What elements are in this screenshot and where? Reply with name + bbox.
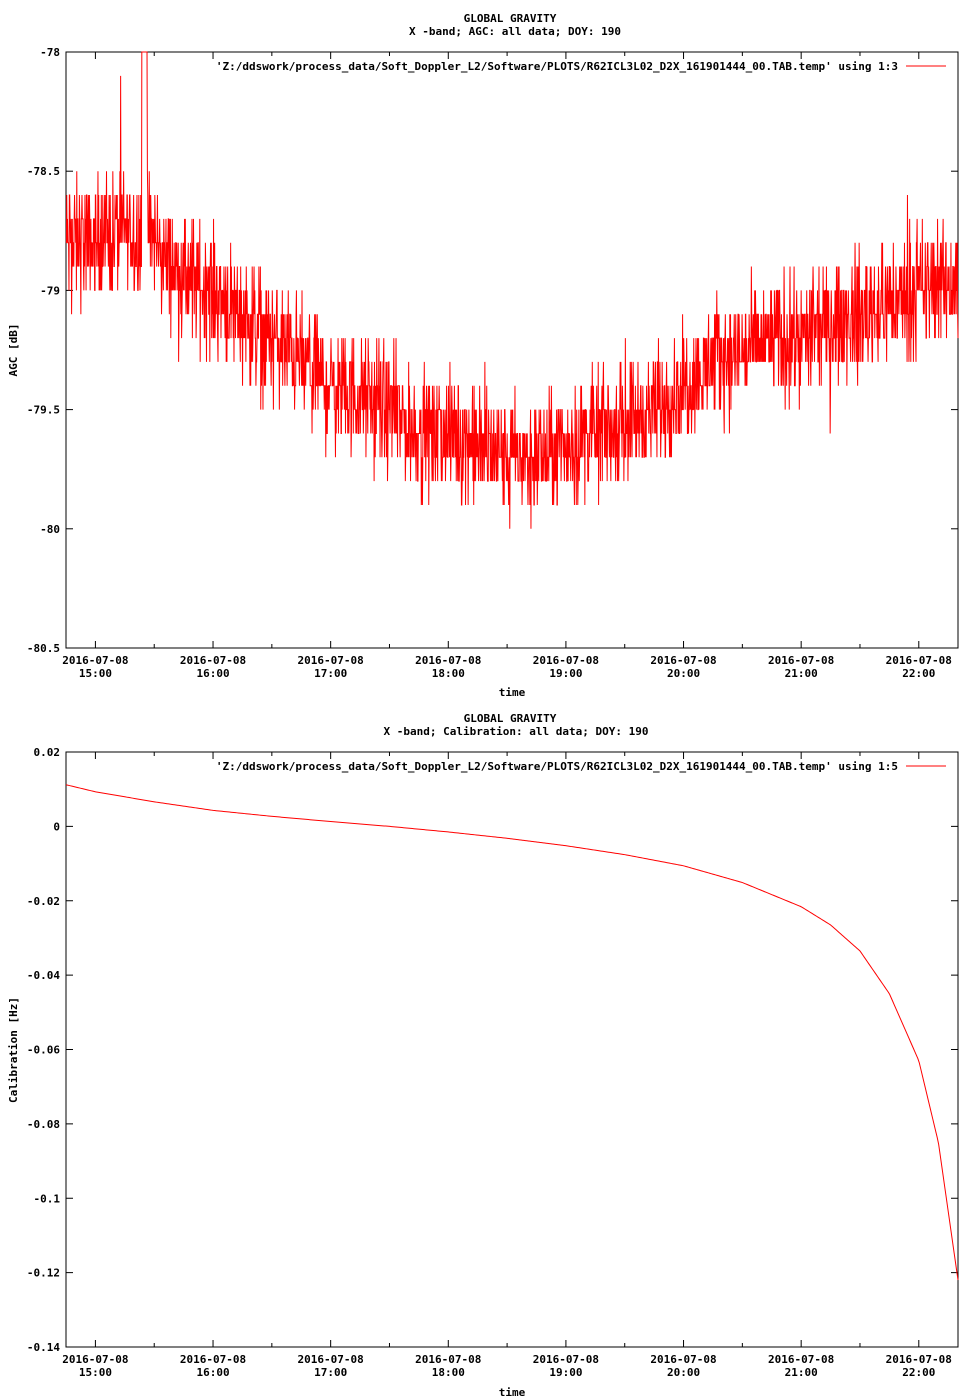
x-tick-date: 2016-07-08 [62, 654, 128, 667]
x-tick-time: 22:00 [902, 1366, 935, 1379]
y-axis-label: AGC [dB] [7, 324, 20, 377]
chart-title: GLOBAL GRAVITY [464, 712, 557, 725]
x-tick-date: 2016-07-08 [415, 1353, 481, 1366]
series-line [65, 784, 959, 1281]
x-tick-date: 2016-07-08 [298, 1353, 364, 1366]
x-tick-date: 2016-07-08 [180, 1353, 246, 1366]
x-tick-time: 16:00 [196, 667, 229, 680]
y-tick-label: -0.06 [27, 1044, 60, 1057]
y-tick-label: -0.02 [27, 895, 60, 908]
y-tick-label: -0.04 [27, 969, 60, 982]
y-tick-label: -0.08 [27, 1118, 60, 1131]
y-tick-label: -78 [40, 46, 60, 59]
x-ticks: 2016-07-0815:002016-07-0816:002016-07-08… [62, 52, 952, 680]
series-line [65, 51, 959, 529]
x-tick-date: 2016-07-08 [298, 654, 364, 667]
chart-calibration: GLOBAL GRAVITY X -band; Calibration: all… [7, 712, 959, 1399]
x-tick-date: 2016-07-08 [415, 654, 481, 667]
x-tick-date: 2016-07-08 [768, 654, 834, 667]
y-tick-label: -79 [40, 284, 60, 297]
x-tick-date: 2016-07-08 [886, 1353, 952, 1366]
x-tick-time: 21:00 [785, 667, 818, 680]
y-tick-label: -80.5 [27, 642, 60, 655]
y-tick-label: 0.02 [34, 746, 61, 759]
x-axis-label: time [499, 686, 526, 699]
x-tick-date: 2016-07-08 [650, 654, 716, 667]
x-tick-date: 2016-07-08 [768, 1353, 834, 1366]
x-tick-time: 20:00 [667, 667, 700, 680]
chart-agc: GLOBAL GRAVITY X -band; AGC: all data; D… [7, 12, 959, 699]
y-tick-label: -0.1 [34, 1192, 61, 1205]
x-tick-date: 2016-07-08 [533, 654, 599, 667]
y-tick-label: 0 [53, 820, 60, 833]
x-tick-date: 2016-07-08 [886, 654, 952, 667]
x-tick-time: 18:00 [432, 667, 465, 680]
x-tick-time: 18:00 [432, 1366, 465, 1379]
plot-frame [65, 751, 959, 1348]
y-tick-label: -79.5 [27, 404, 60, 417]
x-tick-date: 2016-07-08 [62, 1353, 128, 1366]
chart-subtitle: X -band; AGC: all data; DOY: 190 [409, 25, 621, 38]
x-axis-label: time [499, 1386, 526, 1399]
x-tick-time: 20:00 [667, 1366, 700, 1379]
y-tick-label: -80 [40, 523, 60, 536]
x-tick-time: 22:00 [902, 667, 935, 680]
x-tick-time: 19:00 [549, 667, 582, 680]
x-tick-time: 21:00 [785, 1366, 818, 1379]
y-axis-label: Calibration [Hz] [7, 997, 20, 1103]
chart-title: GLOBAL GRAVITY [464, 12, 557, 25]
x-tick-date: 2016-07-08 [180, 654, 246, 667]
chart-subtitle: X -band; Calibration: all data; DOY: 190 [384, 725, 649, 738]
y-ticks: 0.02 0 -0.02 -0.04 -0.06 -0.08 -0.1 -0.12 -0.14 [27, 746, 958, 1354]
x-tick-date: 2016-07-08 [650, 1353, 716, 1366]
x-tick-date: 2016-07-08 [533, 1353, 599, 1366]
x-tick-time: 15:00 [79, 1366, 112, 1379]
legend-label: 'Z:/ddswork/process_data/Soft_Doppler_L2… [216, 60, 898, 73]
legend-label: 'Z:/ddswork/process_data/Soft_Doppler_L2… [216, 760, 898, 773]
x-tick-time: 16:00 [196, 1366, 229, 1379]
x-tick-time: 19:00 [549, 1366, 582, 1379]
x-ticks: 2016-07-0815:002016-07-0816:002016-07-08… [62, 752, 952, 1379]
y-tick-label: -78.5 [27, 165, 60, 178]
x-tick-time: 17:00 [314, 667, 347, 680]
y-tick-label: -0.14 [27, 1341, 60, 1354]
plot-frame [65, 51, 959, 649]
x-tick-time: 15:00 [79, 667, 112, 680]
y-ticks: -78 -78.5 -79 -79.5 -80 -80.5 [27, 46, 958, 655]
y-tick-label: -0.12 [27, 1267, 60, 1280]
x-tick-time: 17:00 [314, 1366, 347, 1379]
